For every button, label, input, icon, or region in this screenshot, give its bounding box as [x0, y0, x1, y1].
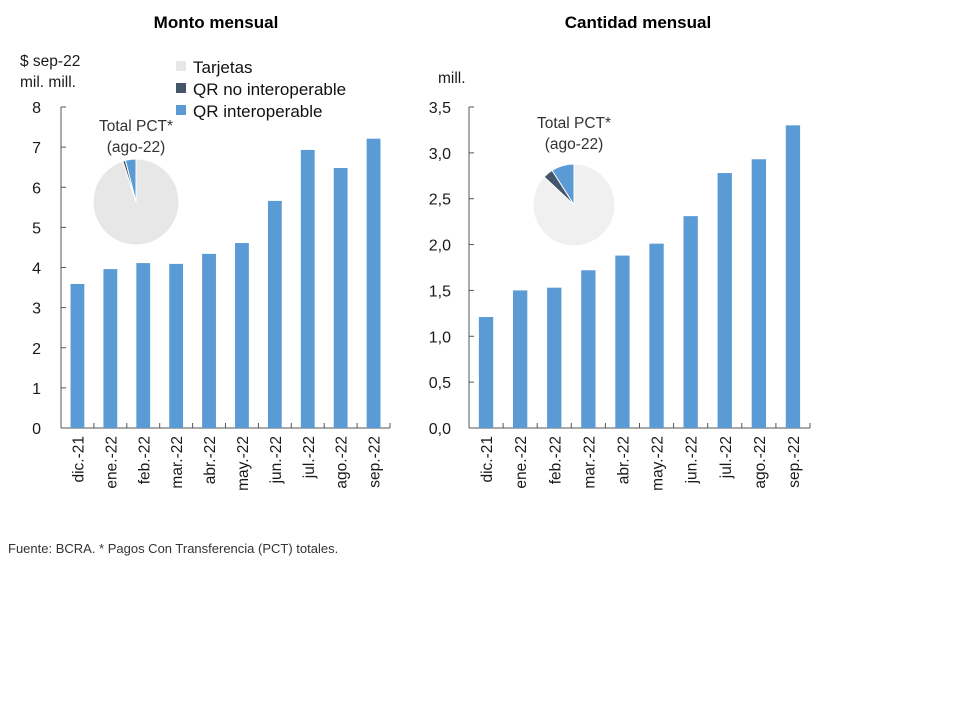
bars: [478, 125, 801, 428]
x-tick-label: mar.-22: [581, 436, 598, 489]
legend-swatch-qr-interoperable: [176, 105, 186, 115]
x-tick-label: abr.-22: [615, 436, 632, 484]
y-tick-label: 0,0: [429, 421, 451, 438]
bar-jun.-22: [683, 216, 698, 428]
bar-mar.-22: [169, 263, 184, 428]
chart-title: Monto mensual: [154, 13, 279, 32]
y-tick-label: 1,0: [429, 329, 451, 346]
inset-pie: [532, 163, 616, 247]
axes: 0,0 0,5 1,0 1,5 2,0 2,5 3,0 3,5 dic.-21 ene.-22 fe…: [429, 100, 811, 491]
bar-dic.-21: [70, 283, 85, 428]
bar-sep.-22: [785, 125, 801, 428]
bar-ago.-22: [333, 167, 348, 429]
x-tick-label: ene.-22: [513, 436, 530, 489]
bar-may.-22: [235, 243, 249, 428]
bar-jul.-22: [300, 149, 315, 428]
cantidad-mensual-chart: Cantidad mensual mill. 0,0 0,5 1,0 1,5 2,0 2,…: [429, 13, 811, 491]
x-tick-label: jul.-22: [718, 436, 735, 479]
bar-feb.-22: [136, 263, 151, 428]
y-tick-label: 5: [32, 220, 41, 237]
legend-swatch-qr-no-interoperable: [176, 83, 186, 93]
pie-slice-tarjetas: [532, 163, 616, 247]
legend-label-qr-interoperable: QR interoperable: [193, 102, 322, 121]
y-tick-label: 0,5: [429, 375, 451, 392]
y-tick-label: 7: [32, 140, 41, 157]
bar-jun.-22: [267, 200, 282, 428]
x-tick-label: jul.-22: [301, 436, 318, 479]
chart-title: Cantidad mensual: [565, 13, 711, 32]
x-tick-label: may.-22: [235, 436, 252, 491]
x-tick-label: dic.-21: [479, 436, 496, 483]
bar-abr.-22: [202, 253, 216, 428]
x-tick-label: sep.-22: [367, 436, 384, 488]
bar-abr.-22: [615, 255, 630, 428]
y-unit-line-1: $ sep-22: [20, 53, 80, 70]
y-tick-label: 0: [32, 421, 41, 438]
bar-dic.-21: [478, 317, 494, 428]
y-unit-line-1: mill.: [438, 70, 466, 87]
y-tick-label: 8: [32, 100, 41, 117]
x-tick-label: feb.-22: [547, 436, 564, 484]
pie-title-line-2: (ago-22): [107, 139, 166, 156]
bar-ene.-22: [512, 290, 528, 428]
bar-may.-22: [649, 243, 664, 428]
y-tick-label: 3,0: [429, 146, 451, 163]
x-tick-label: abr.-22: [202, 436, 219, 484]
pie-title-line-1: Total PCT*: [99, 118, 173, 135]
source-note: Fuente: BCRA. * Pagos Con Transferencia …: [8, 541, 339, 556]
pie-slice-tarjetas: [92, 158, 180, 246]
legend-label-tarjetas: Tarjetas: [193, 58, 253, 77]
legend-swatch-tarjetas: [176, 61, 186, 71]
y-tick-label: 1: [32, 381, 41, 398]
x-tick-label: sep.-22: [786, 436, 803, 488]
pie-title-line-1: Total PCT*: [537, 115, 611, 132]
legend: Tarjetas QR no interoperable QR interope…: [176, 58, 346, 121]
legend-label-qr-no-interoperable: QR no interoperable: [193, 80, 346, 99]
y-tick-label: 2: [32, 341, 41, 358]
x-tick-label: ene.-22: [103, 436, 120, 489]
x-tick-label: feb.-22: [136, 436, 153, 484]
bars: [70, 138, 381, 429]
pie-title-line-2: (ago-22): [545, 136, 604, 153]
y-tick-label: 4: [32, 261, 41, 278]
y-tick-label: 2,5: [429, 192, 451, 209]
x-tick-label: ago.-22: [752, 436, 769, 489]
y-unit-line-2: mil. mill.: [20, 74, 76, 91]
y-tick-label: 1,5: [429, 283, 451, 300]
y-tick-label: 3,5: [429, 100, 451, 117]
bar-jul.-22: [717, 173, 732, 428]
bar-feb.-22: [547, 287, 562, 428]
axes: 0 1 2 3 4 5 6 7 8 dic.-21 ene.-22 feb.-22 mar.-22 abr…: [32, 100, 391, 491]
monto-mensual-chart: Monto mensual $ sep-22 mil. mill. 0 1 2 3 4 5…: [20, 13, 391, 491]
y-tick-label: 2,0: [429, 238, 451, 255]
x-tick-label: may.-22: [650, 436, 667, 491]
bar-ene.-22: [103, 269, 118, 428]
x-tick-label: jun.-22: [684, 436, 701, 484]
bar-mar.-22: [581, 270, 596, 428]
x-tick-label: ago.-22: [334, 436, 351, 489]
y-tick-label: 6: [32, 180, 41, 197]
inset-pie: [92, 158, 180, 246]
y-tick-label: 3: [32, 301, 41, 318]
bar-ago.-22: [751, 159, 767, 428]
x-tick-label: mar.-22: [169, 436, 186, 489]
x-tick-label: jun.-22: [268, 436, 285, 484]
x-tick-label: dic.-21: [70, 436, 87, 483]
bar-sep.-22: [366, 138, 381, 429]
